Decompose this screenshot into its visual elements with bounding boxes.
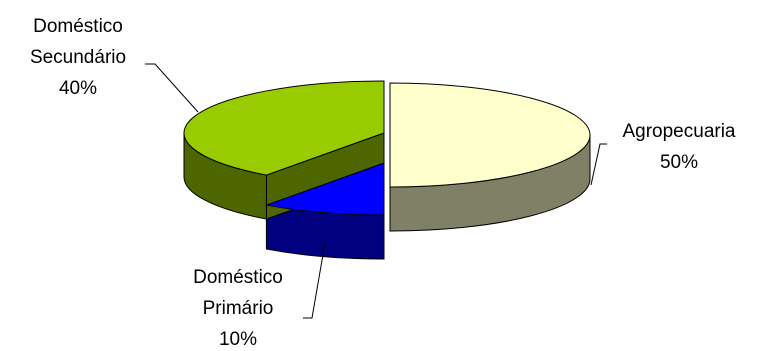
data-label-line: 40% xyxy=(59,78,97,99)
data-label-line: Doméstico xyxy=(193,267,283,288)
data-label-line: Secundário xyxy=(30,47,126,68)
data-label-line: 10% xyxy=(219,329,257,350)
pie-tops xyxy=(183,80,591,216)
data-label: Doméstico Secundário 40% xyxy=(30,16,126,99)
data-label: Doméstico Primário 10% xyxy=(193,267,283,350)
pie-slice xyxy=(264,162,385,216)
data-label-line: Doméstico xyxy=(33,16,123,37)
data-label-line: Primário xyxy=(203,298,274,319)
label-leader-lines xyxy=(145,63,607,319)
leader-line xyxy=(303,242,326,319)
pie-slice xyxy=(183,80,385,176)
leader-line xyxy=(145,63,199,113)
data-labels: Agropecuaria 50%Doméstico Primário 10%Domés… xyxy=(30,16,736,350)
data-label-line: 50% xyxy=(660,152,698,173)
data-label: Agropecuaria 50% xyxy=(622,121,735,173)
data-label-line: Agropecuaria xyxy=(622,121,735,142)
leader-line xyxy=(590,143,607,186)
pie-slice xyxy=(389,82,591,188)
